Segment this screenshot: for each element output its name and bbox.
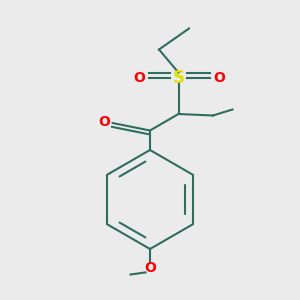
Text: O: O — [213, 71, 225, 85]
Text: S: S — [172, 69, 184, 87]
Text: O: O — [98, 115, 110, 128]
Text: O: O — [134, 71, 146, 85]
Text: O: O — [144, 261, 156, 275]
